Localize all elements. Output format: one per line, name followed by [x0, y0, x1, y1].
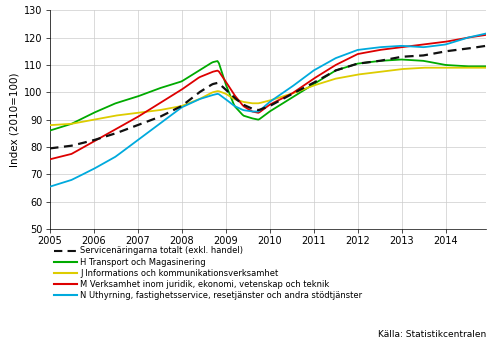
Text: Källa: Statistikcentralen: Källa: Statistikcentralen: [378, 330, 486, 339]
Y-axis label: Index (2010=100): Index (2010=100): [10, 73, 20, 167]
Legend: Servicenäringarna totalt (exkl. handel), H Transport och Magasinering, J Informa: Servicenäringarna totalt (exkl. handel),…: [54, 247, 363, 300]
